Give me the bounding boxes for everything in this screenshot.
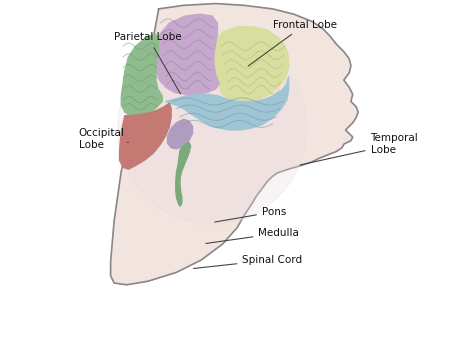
Polygon shape <box>214 27 289 101</box>
Text: Frontal Lobe: Frontal Lobe <box>248 20 337 66</box>
Polygon shape <box>155 14 219 94</box>
Text: Occipital
Lobe: Occipital Lobe <box>79 128 128 150</box>
Text: Pons: Pons <box>215 207 286 222</box>
Text: Parietal Lobe: Parietal Lobe <box>114 32 182 94</box>
Text: Spinal Cord: Spinal Cord <box>193 255 302 268</box>
Polygon shape <box>176 142 191 206</box>
Polygon shape <box>121 34 162 116</box>
Polygon shape <box>118 32 306 224</box>
Polygon shape <box>166 77 289 130</box>
Text: Temporal
Lobe: Temporal Lobe <box>300 134 418 165</box>
Polygon shape <box>168 119 192 149</box>
Polygon shape <box>110 4 358 285</box>
Polygon shape <box>119 103 171 169</box>
Text: Medulla: Medulla <box>206 228 299 244</box>
